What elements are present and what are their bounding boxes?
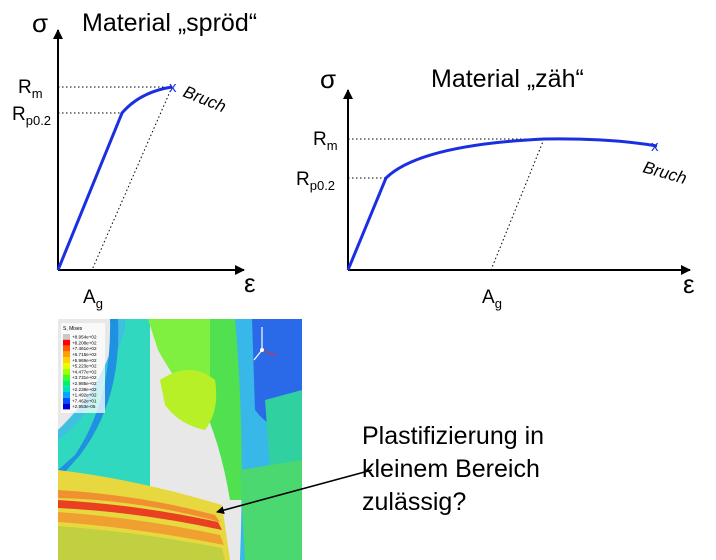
legend-value: +5.223e+02 <box>72 364 97 369</box>
brittle-title: Material „spröd“ <box>82 9 257 37</box>
brittle-rp-label: Rp0.2 <box>12 104 51 128</box>
legend-swatch <box>63 339 70 346</box>
legend-swatch <box>63 386 70 392</box>
legend-swatch <box>63 368 70 375</box>
ductile-diagram: Material „zäh“ σ ε x Bruch Rm Rp0.2 Ag <box>296 64 695 311</box>
legend-swatch <box>63 403 70 410</box>
legend-swatch <box>63 357 70 363</box>
ductile-ag-label: Ag <box>482 287 502 311</box>
legend-value: +4.477e+02 <box>72 369 97 374</box>
ductile-rm-label: Rm <box>313 129 338 153</box>
legend-value: +6.715e+02 <box>72 352 97 357</box>
brittle-ag-label: Ag <box>83 287 103 311</box>
ductile-sigma-label: σ <box>320 64 336 94</box>
legend-swatch <box>63 345 70 352</box>
callout-text: Plastifizierung in kleinem Bereich zuläs… <box>362 420 544 519</box>
ductile-curve <box>346 137 658 271</box>
callout-arrow <box>216 469 373 515</box>
brittle-unloading-line <box>91 86 173 271</box>
callout-line-2: kleinem Bereich <box>362 455 540 483</box>
brittle-rm-label: Rm <box>18 77 43 101</box>
fem-legend: S, Mises +8.954e+02+8.208e+02+7.461e+02+… <box>61 323 105 413</box>
brittle-epsilon-label: ε <box>244 268 256 298</box>
legend-value: +8.208e+02 <box>72 340 97 345</box>
legend-swatch <box>63 380 70 387</box>
legend-value: +2.985e+02 <box>72 381 97 386</box>
legend-value: +7.462e+01 <box>72 398 97 403</box>
brittle-diagram: Material „spröd“ σ ε x Bruch Rm Rp0.2 Ag <box>12 8 257 311</box>
ductile-title: Material „zäh“ <box>431 65 584 93</box>
legend-value: +2.953e-05 <box>72 404 96 409</box>
fem-legend-title: S, Mises <box>63 326 83 332</box>
legend-value: +8.954e+02 <box>72 335 97 340</box>
brittle-end-marker: x <box>169 79 177 96</box>
ductile-bruch-label: Bruch <box>641 158 689 189</box>
legend-swatch <box>63 363 70 369</box>
legend-value: +2.238e+02 <box>72 387 97 392</box>
callout-line-3: zulässig? <box>362 488 467 516</box>
brittle-curve <box>56 85 173 271</box>
ductile-rp-label: Rp0.2 <box>296 169 335 193</box>
legend-value: +1.492e+02 <box>72 393 97 398</box>
brittle-sigma-label: σ <box>32 8 48 38</box>
legend-value: +3.731e+02 <box>72 375 97 380</box>
ductile-end-marker: x <box>651 138 659 155</box>
legend-swatch <box>63 392 70 398</box>
ductile-unloading-line <box>490 138 545 271</box>
legend-swatch <box>63 397 70 404</box>
callout-line-1: Plastifizierung in <box>362 422 545 450</box>
legend-value: +7.461e+02 <box>72 346 97 351</box>
legend-swatch <box>63 351 70 358</box>
legend-swatch <box>63 374 70 381</box>
ductile-epsilon-label: ε <box>683 269 695 299</box>
axis-triad-icon <box>253 327 277 361</box>
legend-swatch <box>63 334 70 340</box>
brittle-bruch-label: Bruch <box>181 82 229 116</box>
fem-stress-plot: S, Mises +8.954e+02+8.208e+02+7.461e+02+… <box>58 319 302 560</box>
legend-value: +5.969e+02 <box>72 358 97 363</box>
